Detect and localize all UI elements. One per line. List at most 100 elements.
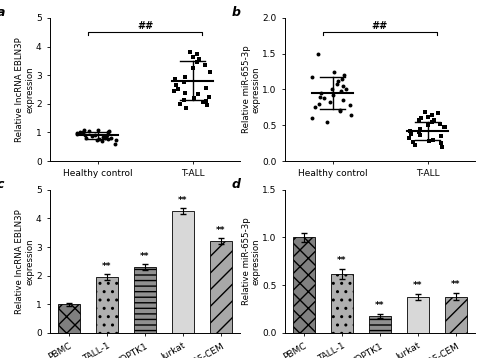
Text: ##: ## [137,21,153,31]
Point [428,119,436,125]
Point [415,117,423,123]
Point [189,54,197,59]
Point [91,132,99,137]
Point [181,74,189,79]
Point [317,90,325,96]
Point [190,95,198,101]
Bar [172,211,194,333]
Point [104,136,112,142]
Point [404,135,412,141]
Point [437,140,445,146]
Point [186,49,194,55]
Text: **: ** [178,196,188,205]
Point [202,85,210,91]
Point [336,108,344,114]
Text: **: ** [413,281,423,290]
Point [430,117,438,122]
Point [172,77,179,82]
Point [170,88,177,94]
Bar [330,274,353,333]
Bar [58,304,80,333]
Point [340,72,348,78]
Point [336,107,344,112]
Point [424,122,432,128]
Point [204,94,212,100]
Y-axis label: Relative lncRNA EBLN3P
expression: Relative lncRNA EBLN3P expression [15,37,34,142]
Point [96,136,104,142]
Point [172,82,180,88]
Point [333,81,341,87]
Point [192,59,200,65]
Point [418,115,426,121]
Point [308,115,316,121]
Bar [210,241,233,333]
Bar [368,316,392,333]
Point [428,112,436,117]
Point [98,138,106,144]
Point [438,144,446,150]
Y-axis label: Relative miR-655-3p
expression: Relative miR-655-3p expression [242,45,261,134]
Point [329,92,337,98]
Point [202,62,209,68]
Point [199,100,207,105]
Point [99,134,107,140]
Point [194,51,202,57]
Point [308,74,316,79]
Point [103,132,111,138]
Point [436,121,444,127]
Point [112,137,120,142]
Point [176,101,184,107]
Point [76,130,84,135]
Point [85,128,93,134]
Text: **: ** [375,301,385,310]
Text: d: d [232,178,241,191]
Text: **: ** [102,262,112,271]
Point [88,133,96,139]
Point [339,83,347,89]
Bar [292,237,316,333]
Point [180,97,188,102]
Point [81,132,89,137]
Text: **: ** [451,280,461,289]
Point [416,132,424,137]
Point [73,130,81,136]
Point [410,139,418,145]
Point [202,98,210,104]
Bar [134,267,156,333]
Point [323,119,331,125]
Bar [444,297,468,333]
Point [101,133,109,139]
Point [411,142,419,148]
Point [204,102,212,108]
Point [415,130,423,135]
Point [194,91,202,97]
Point [111,141,119,147]
Point [190,65,198,71]
Point [104,129,112,135]
Bar [96,277,118,333]
Text: a: a [0,6,5,19]
Point [424,114,432,120]
Point [440,125,448,130]
Point [340,97,347,103]
Point [316,94,324,100]
Point [334,78,342,84]
Point [102,134,110,140]
Text: b: b [232,6,241,19]
Point [180,79,188,85]
Point [181,90,189,96]
Point [406,128,414,134]
Text: **: ** [140,252,150,261]
Point [434,110,442,116]
Text: **: ** [337,256,347,265]
Point [195,57,203,62]
Point [326,100,334,105]
Point [206,69,214,75]
Point [342,87,349,92]
Point [437,133,445,139]
Point [429,137,437,142]
Point [420,110,428,115]
Point [94,137,102,143]
Y-axis label: Relative miR-655-3p
expression: Relative miR-655-3p expression [242,217,261,305]
Text: **: ** [216,226,226,235]
